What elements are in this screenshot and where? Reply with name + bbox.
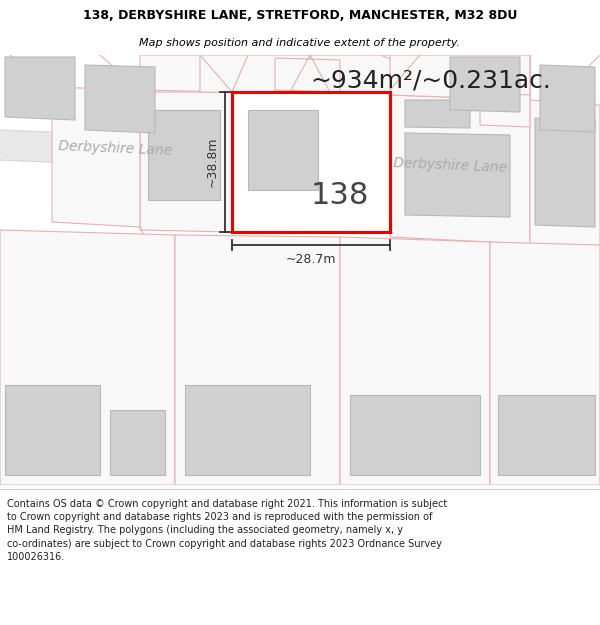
Polygon shape: [185, 385, 310, 475]
Polygon shape: [175, 235, 340, 485]
Text: ~28.7m: ~28.7m: [286, 253, 336, 266]
Polygon shape: [248, 110, 318, 190]
Polygon shape: [148, 110, 220, 200]
Polygon shape: [340, 237, 490, 485]
Text: Contains OS data © Crown copyright and database right 2021. This information is : Contains OS data © Crown copyright and d…: [7, 499, 448, 562]
Polygon shape: [390, 55, 530, 100]
Polygon shape: [405, 133, 510, 217]
Polygon shape: [0, 230, 175, 485]
Polygon shape: [140, 92, 232, 232]
Polygon shape: [490, 242, 600, 485]
Polygon shape: [5, 57, 75, 120]
Polygon shape: [405, 100, 470, 128]
Text: Derbyshire Lane: Derbyshire Lane: [393, 156, 507, 174]
Polygon shape: [530, 100, 600, 250]
Polygon shape: [110, 410, 165, 475]
Polygon shape: [540, 65, 595, 132]
Text: ~38.8m: ~38.8m: [206, 137, 219, 188]
Polygon shape: [390, 95, 530, 244]
Polygon shape: [498, 395, 595, 475]
Polygon shape: [480, 93, 530, 127]
Polygon shape: [310, 55, 420, 95]
Polygon shape: [52, 87, 140, 227]
Polygon shape: [0, 130, 600, 185]
Text: 138, DERBYSHIRE LANE, STRETFORD, MANCHESTER, M32 8DU: 138, DERBYSHIRE LANE, STRETFORD, MANCHES…: [83, 9, 517, 22]
Polygon shape: [535, 118, 595, 227]
Text: ~934m²/~0.231ac.: ~934m²/~0.231ac.: [310, 68, 551, 92]
Text: 138: 138: [311, 181, 369, 209]
Polygon shape: [232, 92, 390, 232]
Text: Derbyshire Lane: Derbyshire Lane: [58, 139, 172, 158]
Polygon shape: [275, 58, 340, 92]
Text: Map shows position and indicative extent of the property.: Map shows position and indicative extent…: [139, 38, 461, 48]
Polygon shape: [350, 395, 480, 475]
Polygon shape: [450, 57, 520, 112]
Polygon shape: [200, 55, 420, 95]
Polygon shape: [85, 65, 155, 133]
Polygon shape: [140, 55, 248, 92]
Polygon shape: [5, 385, 100, 475]
